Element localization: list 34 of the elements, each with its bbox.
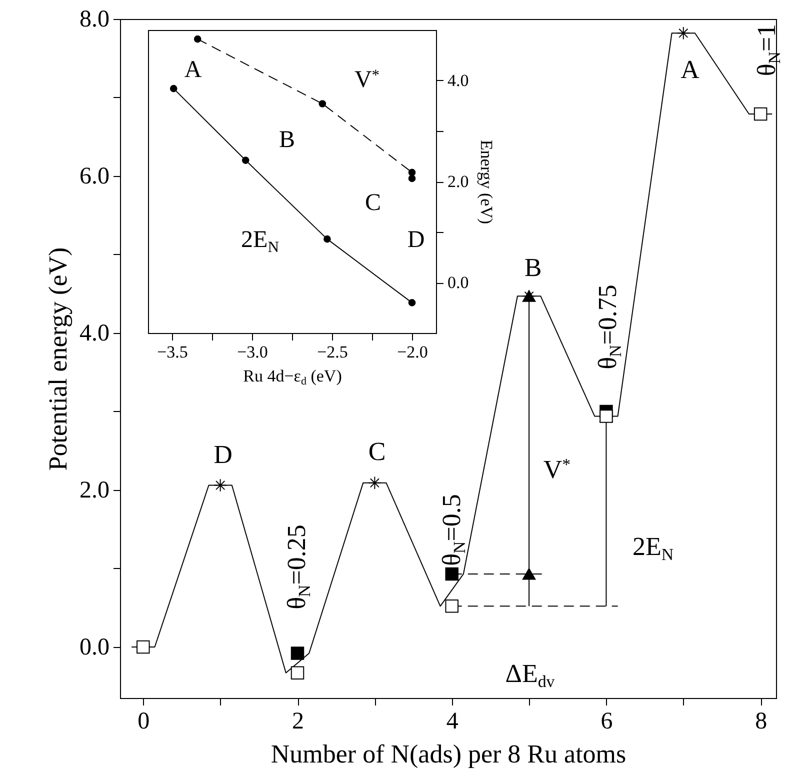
x-tick-label: −2.0 [397, 342, 428, 362]
annotation: B [524, 253, 542, 282]
annotation: D [407, 227, 425, 253]
y-tick-label: 4.0 [448, 71, 469, 90]
x-tick-label: 0 [138, 708, 150, 734]
x-tick-label: −2.5 [317, 342, 348, 362]
y-axis-title: Energy (eV) [476, 140, 496, 224]
annotation: C [364, 190, 382, 216]
annotation: 2E$_{N}$ [632, 532, 674, 564]
x-axis-title: Ru 4d−ε$_{d}$ (eV) [243, 366, 342, 388]
x-tick-label: 6 [600, 708, 613, 734]
annotation: B [278, 127, 296, 153]
y-tick-label: 0.0 [80, 634, 110, 660]
x-tick-label: 2 [292, 708, 304, 734]
x-tick-label: 4 [446, 708, 458, 734]
x-tick-label: −3.5 [157, 342, 188, 362]
x-tick-label: 8 [755, 708, 768, 734]
annotation: 2E$_{N}$ [241, 227, 279, 256]
y-tick-label: 0.0 [448, 273, 469, 292]
x-tick-label: −3.0 [237, 342, 268, 362]
y-tick-label: 4.0 [80, 320, 110, 346]
y-tick-label: 6.0 [80, 163, 110, 190]
y-tick-label: 2.0 [448, 172, 469, 191]
annotation: A [184, 57, 202, 83]
annotation: A [680, 55, 700, 84]
annotation: C [368, 437, 386, 466]
annotation: V$^{*}$ [354, 66, 380, 93]
annotation: V$^{*}$ [543, 455, 571, 484]
x-axis-title: Number of N(ads) per 8 Ru atoms [270, 740, 626, 768]
annotation: D [214, 440, 232, 469]
annotation: ΔE$_{dv}$ [505, 659, 556, 692]
y-axis-title: Potential energy (eV) [44, 247, 72, 471]
y-tick-label: 8.0 [80, 6, 110, 32]
y-tick-label: 2.0 [80, 477, 110, 504]
